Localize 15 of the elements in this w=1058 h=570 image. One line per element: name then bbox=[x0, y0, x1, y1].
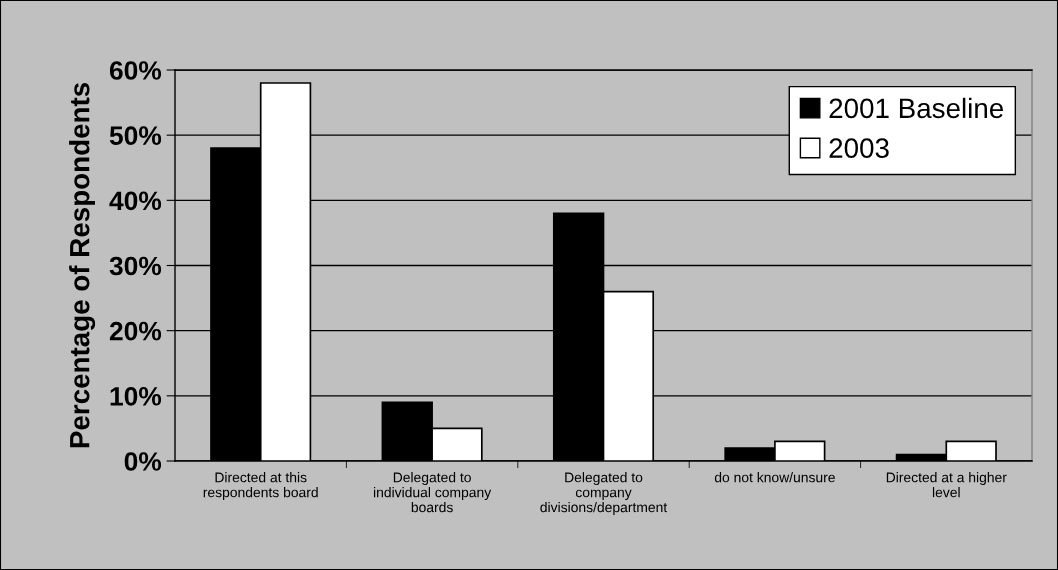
y-axis-title: Percentage of Respondents bbox=[69, 82, 96, 448]
legend-label: 2001 Baseline bbox=[829, 97, 1003, 119]
y-tick-label: 0% bbox=[124, 452, 162, 471]
y-tick-label: 40% bbox=[109, 191, 162, 211]
y-tick-label: 30% bbox=[109, 256, 162, 276]
y-tick-label: 60% bbox=[109, 61, 162, 80]
y-tick-label: 50% bbox=[109, 126, 162, 145]
y-tick-label: 20% bbox=[109, 321, 162, 341]
x-tick-label: Delegated to company divisions/department bbox=[540, 472, 668, 515]
x-tick-label: do not know/unsure bbox=[714, 472, 835, 483]
legend-label: 2003 bbox=[829, 138, 889, 158]
y-tick-label: 10% bbox=[110, 386, 162, 406]
x-tick-label: Delegated to individual company boards bbox=[373, 472, 492, 513]
x-tick-label: Directed at this respondents board bbox=[203, 472, 318, 501]
x-tick-label: Directed at a higher level bbox=[886, 472, 1007, 498]
